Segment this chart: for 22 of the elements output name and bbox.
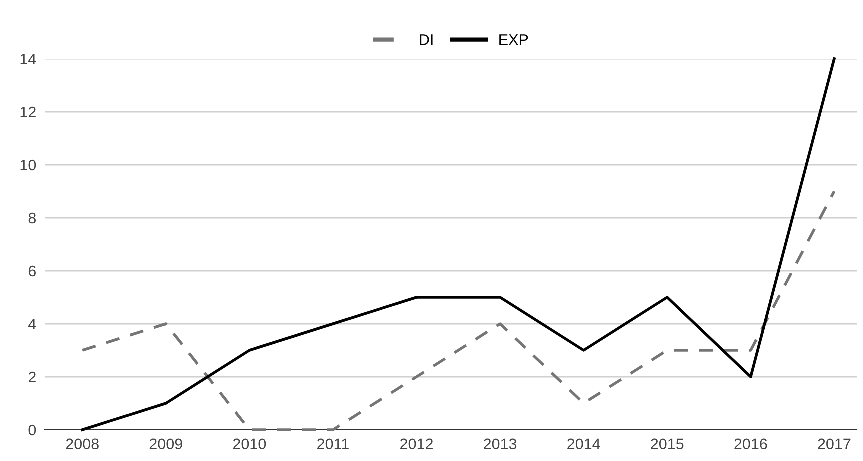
x-tick-label: 2011 (318, 438, 349, 450)
x-tick-label: 2013 (484, 438, 517, 450)
x-tick-label: 2010 (233, 438, 266, 450)
legend-label: DI (420, 34, 433, 46)
x-tick-label: 2014 (568, 438, 600, 450)
line-series (81, 58, 836, 432)
x-tick-label: 2012 (400, 438, 433, 450)
x-tick-label: 2015 (651, 438, 684, 450)
x-tick-label: 2016 (734, 438, 768, 450)
x-tick-label: 2008 (66, 438, 99, 450)
y-tick-label: 14 (20, 54, 36, 65)
y-tick-label: 0 (28, 424, 36, 436)
x-tick-label: 2017 (818, 438, 851, 450)
line-series (81, 190, 836, 432)
y-tick-label: 4 (28, 319, 36, 330)
y-tick-label: 2 (28, 372, 36, 383)
y-tick-label: 6 (28, 266, 36, 277)
legend-label: EXP (500, 34, 528, 46)
x-tick-label: 2009 (150, 438, 182, 450)
y-tick-label: 8 (28, 212, 36, 224)
y-tick-label: 10 (20, 160, 36, 171)
y-tick-label: 12 (20, 106, 36, 118)
